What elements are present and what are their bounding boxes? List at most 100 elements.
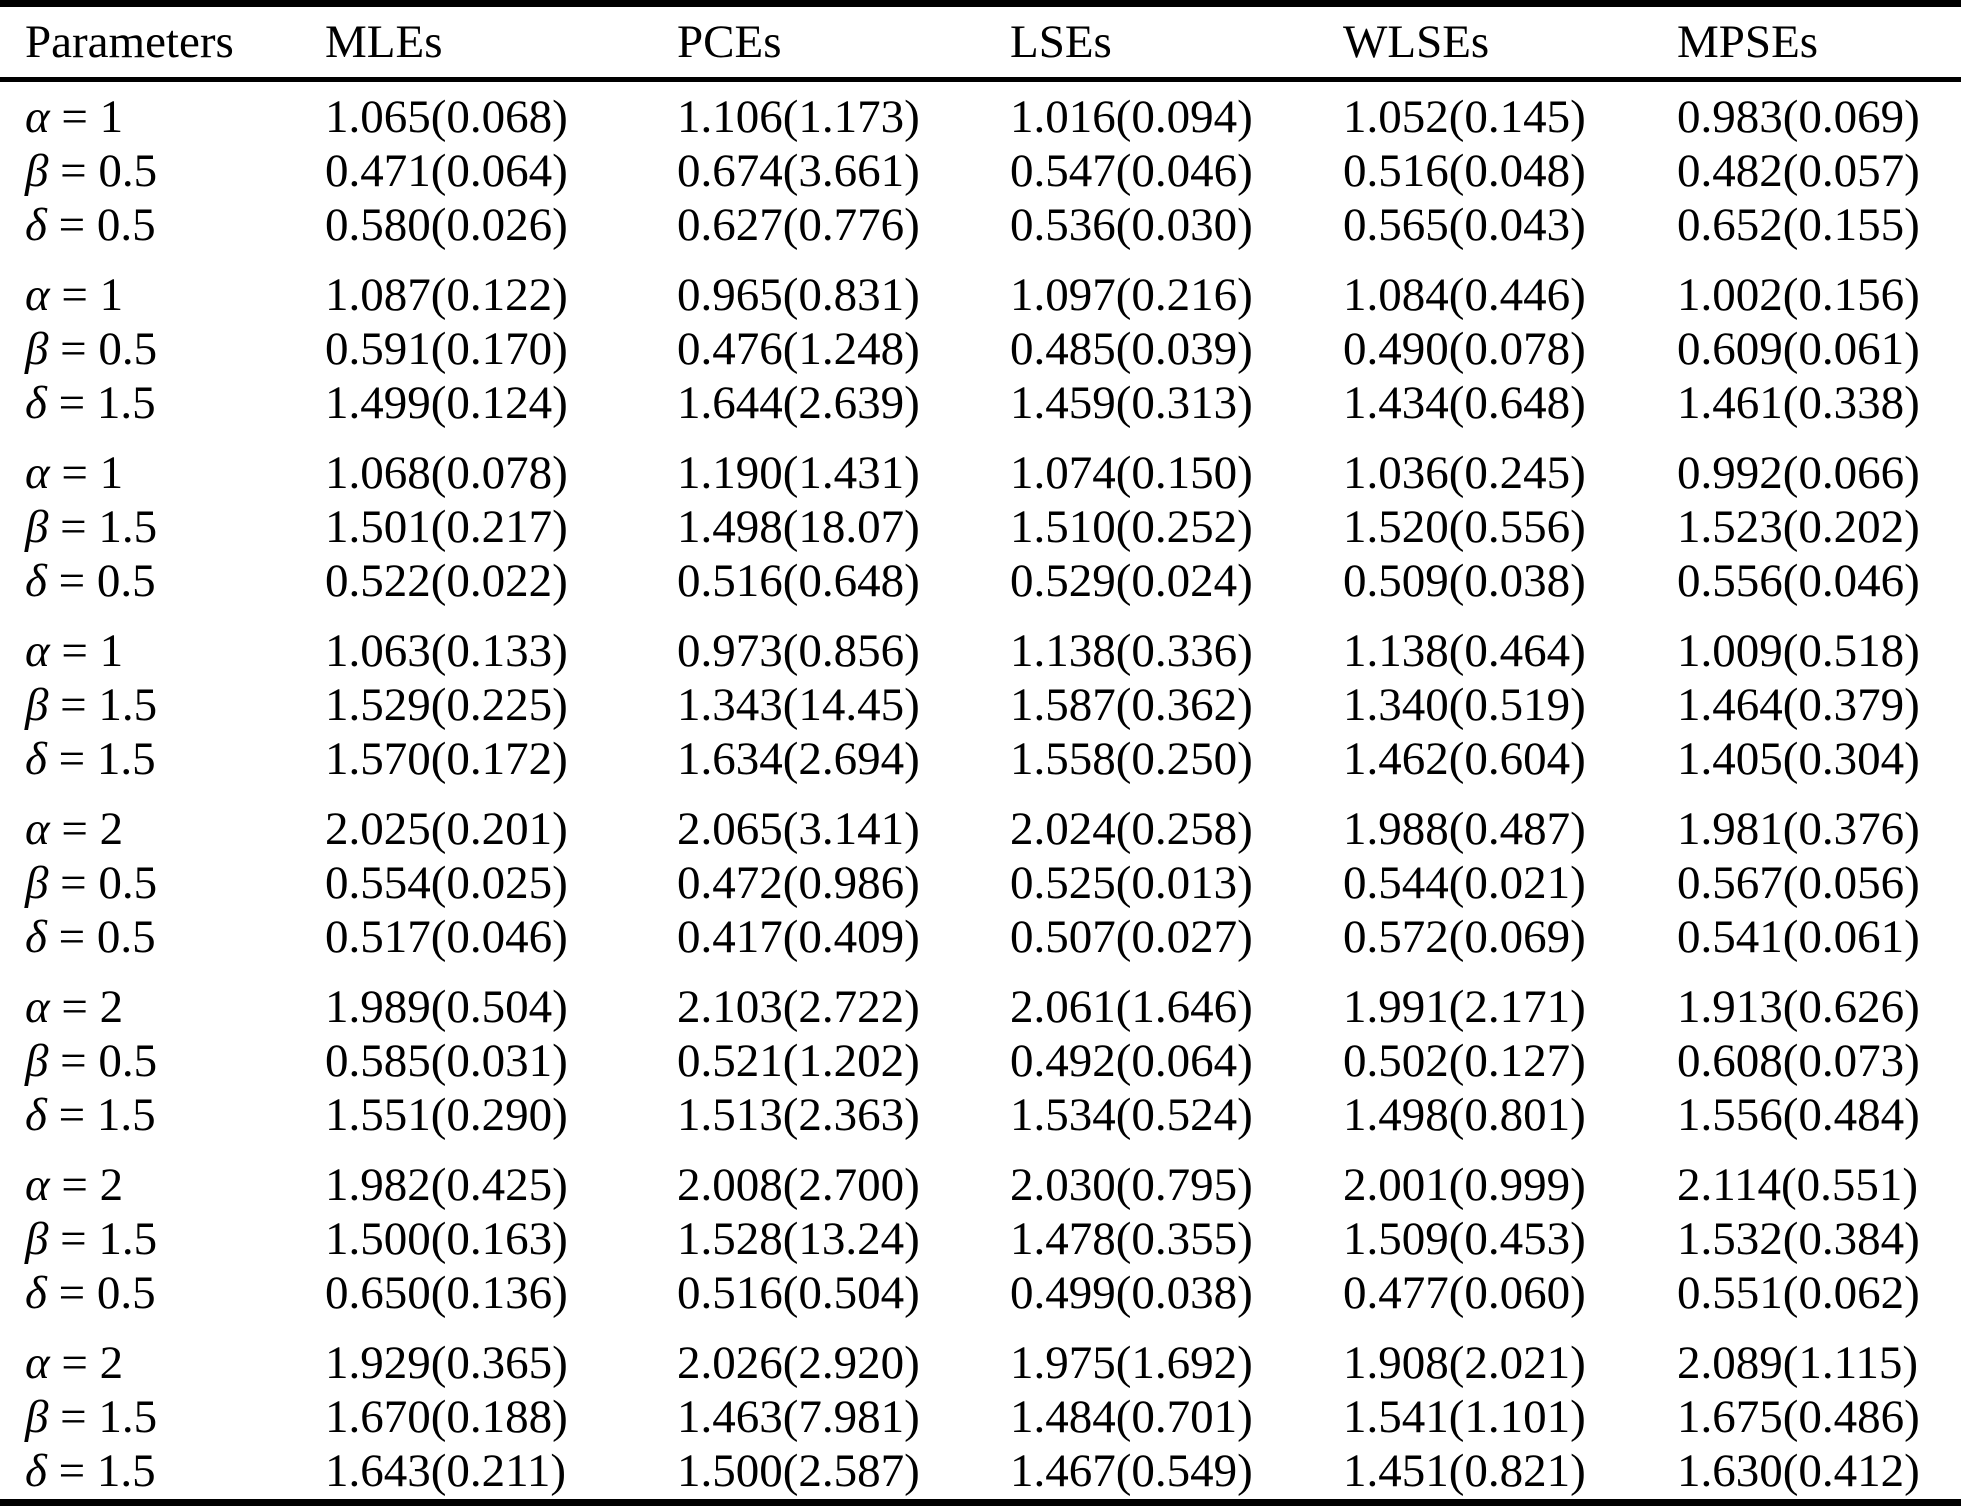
estimate-cell: 2.008(2.700) — [677, 1159, 920, 1211]
param-cell: δ = 1.5 — [25, 1445, 156, 1497]
estimate-cell: 0.536(0.030) — [1010, 199, 1253, 251]
estimate-cell: 0.591(0.170) — [325, 323, 568, 375]
table-row: α = 1 1.065(0.068) 1.106(1.173) 1.016(0.094… — [0, 90, 1961, 144]
estimate-cell: 1.989(0.504) — [325, 981, 568, 1033]
greek-symbol: δ — [25, 1089, 47, 1141]
table-row: δ = 0.5 0.580(0.026) 0.627(0.776) 0.536(0.0… — [0, 198, 1961, 252]
estimate-cell: 1.500(2.587) — [677, 1445, 920, 1497]
estimate-cell: 1.556(0.484) — [1677, 1089, 1920, 1141]
estimate-cell: 0.485(0.039) — [1010, 323, 1253, 375]
parameter-group: α = 2 1.982(0.425) 2.008(2.700) 2.030(0.795… — [0, 1158, 1961, 1320]
estimate-cell: 0.476(1.248) — [677, 323, 920, 375]
parameter-group: α = 2 1.989(0.504) 2.103(2.722) 2.061(1.646… — [0, 980, 1961, 1142]
estimate-cell: 0.965(0.831) — [677, 269, 920, 321]
estimate-cell: 1.084(0.446) — [1343, 269, 1586, 321]
estimate-cell: 1.464(0.379) — [1677, 679, 1920, 731]
estimate-cell: 0.490(0.078) — [1343, 323, 1586, 375]
column-header-pces: PCEs — [677, 16, 782, 68]
estimate-cell: 1.462(0.604) — [1343, 733, 1586, 785]
estimate-cell: 1.929(0.365) — [325, 1337, 568, 1389]
estimate-cell: 1.463(7.981) — [677, 1391, 920, 1443]
estimate-cell: 0.541(0.061) — [1677, 911, 1920, 963]
greek-symbol: δ — [25, 1445, 47, 1497]
estimate-cell: 1.074(0.150) — [1010, 447, 1253, 499]
estimate-cell: 1.498(0.801) — [1343, 1089, 1586, 1141]
table-row: β = 1.5 1.500(0.163) 1.528(13.24) 1.478(0.3… — [0, 1212, 1961, 1266]
parameter-group: α = 1 1.065(0.068) 1.106(1.173) 1.016(0.094… — [0, 90, 1961, 252]
greek-symbol: δ — [25, 555, 47, 607]
estimate-cell: 1.523(0.202) — [1677, 501, 1920, 553]
table-body: α = 1 1.065(0.068) 1.106(1.173) 1.016(0.094… — [0, 82, 1961, 1499]
estimate-cell: 2.024(0.258) — [1010, 803, 1253, 855]
estimate-cell: 1.541(1.101) — [1343, 1391, 1586, 1443]
estimate-cell: 0.471(0.064) — [325, 145, 568, 197]
estimate-cell: 0.507(0.027) — [1010, 911, 1253, 963]
table-row: δ = 1.5 1.570(0.172) 1.634(2.694) 1.558(0.2… — [0, 732, 1961, 786]
estimate-cell: 1.558(0.250) — [1010, 733, 1253, 785]
estimate-cell: 0.521(1.202) — [677, 1035, 920, 1087]
estimate-cell: 1.532(0.384) — [1677, 1213, 1920, 1265]
param-cell: δ = 0.5 — [25, 911, 156, 963]
estimate-cell: 1.498(18.07) — [677, 501, 920, 553]
estimate-cell: 1.643(0.211) — [325, 1445, 567, 1497]
table-row: β = 0.5 0.554(0.025) 0.472(0.986) 0.525(0.0… — [0, 856, 1961, 910]
estimate-cell: 1.459(0.313) — [1010, 377, 1253, 429]
parameter-group: α = 2 1.929(0.365) 2.026(2.920) 1.975(1.692… — [0, 1336, 1961, 1498]
greek-symbol: α — [25, 269, 50, 321]
estimate-cell: 1.551(0.290) — [325, 1089, 568, 1141]
param-cell: δ = 1.5 — [25, 733, 156, 785]
param-cell: α = 2 — [25, 1159, 124, 1211]
param-cell: α = 2 — [25, 1337, 124, 1389]
table-row: α = 2 1.989(0.504) 2.103(2.722) 2.061(1.646… — [0, 980, 1961, 1034]
estimate-cell: 1.908(2.021) — [1343, 1337, 1586, 1389]
table-row: δ = 1.5 1.643(0.211) 1.500(2.587) 1.467(0.5… — [0, 1444, 1961, 1498]
parameter-group: α = 1 1.063(0.133) 0.973(0.856) 1.138(0.336… — [0, 624, 1961, 786]
estimate-cell: 0.580(0.026) — [325, 199, 568, 251]
estimate-cell: 2.114(0.551) — [1677, 1159, 1919, 1211]
param-cell: δ = 1.5 — [25, 377, 156, 429]
param-cell: δ = 1.5 — [25, 1089, 156, 1141]
estimate-cell: 0.627(0.776) — [677, 199, 920, 251]
estimate-cell: 0.585(0.031) — [325, 1035, 568, 1087]
param-cell: β = 0.5 — [25, 1035, 158, 1087]
estimate-cell: 1.913(0.626) — [1677, 981, 1920, 1033]
estimate-cell: 1.500(0.163) — [325, 1213, 568, 1265]
estimate-cell: 1.343(14.45) — [677, 679, 920, 731]
estimate-cell: 1.434(0.648) — [1343, 377, 1586, 429]
estimate-cell: 1.509(0.453) — [1343, 1213, 1586, 1265]
greek-symbol: α — [25, 625, 50, 677]
estimate-cell: 1.467(0.549) — [1010, 1445, 1253, 1497]
table-row: α = 1 1.068(0.078) 1.190(1.431) 1.074(0.150… — [0, 446, 1961, 500]
greek-symbol: α — [25, 447, 50, 499]
estimate-cell: 1.002(0.156) — [1677, 269, 1920, 321]
estimate-cell: 1.451(0.821) — [1343, 1445, 1586, 1497]
greek-symbol: β — [25, 679, 49, 731]
table-row: α = 1 1.087(0.122) 0.965(0.831) 1.097(0.216… — [0, 268, 1961, 322]
estimate-cell: 1.513(2.363) — [677, 1089, 920, 1141]
greek-symbol: δ — [25, 199, 47, 251]
table-row: δ = 1.5 1.499(0.124) 1.644(2.639) 1.459(0.3… — [0, 376, 1961, 430]
table-row: α = 2 1.929(0.365) 2.026(2.920) 1.975(1.692… — [0, 1336, 1961, 1390]
estimate-cell: 1.499(0.124) — [325, 377, 568, 429]
estimate-cell: 1.478(0.355) — [1010, 1213, 1253, 1265]
estimate-cell: 0.417(0.409) — [677, 911, 920, 963]
estimate-cell: 0.472(0.986) — [677, 857, 920, 909]
estimate-cell: 0.973(0.856) — [677, 625, 920, 677]
estimate-cell: 0.516(0.504) — [677, 1267, 920, 1319]
table-row: δ = 0.5 0.650(0.136) 0.516(0.504) 0.499(0.0… — [0, 1266, 1961, 1320]
param-cell: α = 2 — [25, 981, 124, 1033]
estimate-cell: 0.992(0.066) — [1677, 447, 1920, 499]
estimate-cell: 0.477(0.060) — [1343, 1267, 1586, 1319]
estimate-cell: 1.063(0.133) — [325, 625, 568, 677]
estimate-cell: 1.644(2.639) — [677, 377, 920, 429]
estimate-cell: 0.609(0.061) — [1677, 323, 1920, 375]
param-cell: α = 1 — [25, 447, 124, 499]
estimate-cell: 1.670(0.188) — [325, 1391, 568, 1443]
greek-symbol: δ — [25, 377, 47, 429]
estimate-cell: 1.630(0.412) — [1677, 1445, 1920, 1497]
param-cell: β = 0.5 — [25, 145, 158, 197]
estimate-cell: 0.522(0.022) — [325, 555, 568, 607]
estimate-cell: 0.572(0.069) — [1343, 911, 1586, 963]
estimate-cell: 0.652(0.155) — [1677, 199, 1920, 251]
estimate-cell: 1.190(1.431) — [677, 447, 920, 499]
